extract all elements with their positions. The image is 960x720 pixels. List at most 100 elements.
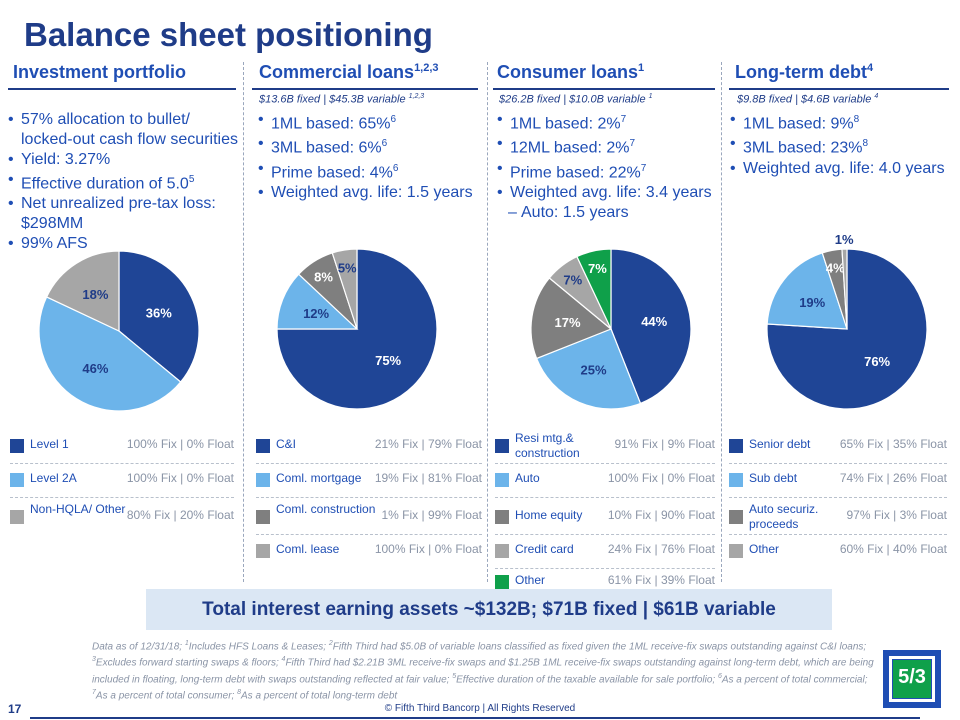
bullet-item: Weighted avg. life: 4.0 years <box>730 159 952 179</box>
pie-chart: 44% 25% 17% 7% 7% <box>530 248 692 410</box>
pie-chart: 76% 19% 4% 1% <box>766 232 928 410</box>
legend-fix-float: 65% Fix | 35% Float <box>839 437 947 451</box>
legend-item: Other 60% Fix | 40% Float <box>729 537 947 565</box>
pie-chart: 75% 12% 8% 5% <box>276 248 438 410</box>
legend-label: Auto securiz. proceeds <box>749 502 819 531</box>
pie-data-label: 19% <box>799 295 825 310</box>
column-heading: Commercial loans1,2,3 <box>259 62 439 82</box>
pie-data-label: 17% <box>555 315 581 330</box>
page-title: Balance sheet positioning <box>24 16 433 53</box>
pie-data-label: 5% <box>338 260 357 275</box>
pie-data-label: 7% <box>588 261 607 276</box>
bullet-item: 1ML based: 9%8 <box>730 110 952 134</box>
legend-label: Coml. mortgage <box>276 471 362 485</box>
pie-slice <box>530 277 613 360</box>
legend-item: Auto 100% Fix | 0% Float <box>495 466 715 498</box>
legend-swatch <box>495 510 509 524</box>
column-subheading: $26.2B fixed | $10.0B variable 1 <box>499 93 653 106</box>
pie-slice <box>118 250 200 383</box>
bullet-item: 1ML based: 2%7 <box>497 110 721 134</box>
pie-slice <box>610 248 692 405</box>
pie-data-label: 4% <box>826 261 845 276</box>
page-number: 17 <box>8 702 22 716</box>
legend-item: Sub debt 74% Fix | 26% Float <box>729 466 947 498</box>
legend-swatch <box>729 439 743 453</box>
bullet-list: 1ML based: 2%712ML based: 2%7Prime based… <box>497 110 721 223</box>
legend-item: Non-HQLA/ Other 80% Fix | 20% Float <box>10 502 234 531</box>
pie-slice <box>766 252 848 330</box>
legend-item: C&I 21% Fix | 79% Float <box>256 432 482 464</box>
legend-item: Other 61% Fix | 39% Float <box>495 568 715 596</box>
legend-label: Other <box>515 573 546 587</box>
pie-data-label: 75% <box>375 353 401 368</box>
pie-slice <box>38 296 182 412</box>
legend-label: Coml. construction <box>276 502 376 516</box>
legend-fix-float: 74% Fix | 26% Float <box>839 471 947 485</box>
legend-swatch <box>729 473 743 487</box>
pie-data-label: 7% <box>563 273 582 288</box>
legend-label: Home equity <box>515 508 583 522</box>
pie-data-label: 44% <box>641 314 667 329</box>
legend-fix-float: 1% Fix | 99% Float <box>381 508 483 522</box>
column-divider <box>721 62 722 582</box>
legend-label: Coml. lease <box>276 542 340 556</box>
legend-label: Senior debt <box>749 437 811 451</box>
legend-swatch <box>495 575 509 589</box>
column-heading: Investment portfolio <box>13 62 187 82</box>
bullet-item: Yield: 3.27% <box>8 150 243 170</box>
bullet-item: 3ML based: 6%6 <box>258 134 488 158</box>
pie-data-label: 1% <box>835 232 854 247</box>
legend-swatch <box>10 510 24 524</box>
pie-slice <box>276 273 359 330</box>
legend-label: Auto <box>515 471 540 485</box>
legend-label: Level 1 <box>30 437 69 451</box>
legend-fix-float: 100% Fix | 0% Float <box>126 437 234 451</box>
legend-fix-float: 21% Fix | 79% Float <box>374 437 482 451</box>
pie-slice <box>576 248 612 330</box>
heading-rule <box>252 88 478 90</box>
pie-chart: 36% 46% 18% <box>38 250 200 412</box>
legend-item: Auto securiz. proceeds 97% Fix | 3% Float <box>729 502 948 535</box>
legend-swatch <box>256 473 270 487</box>
legend-fix-float: 80% Fix | 20% Float <box>126 508 234 522</box>
legend-fix-float: 19% Fix | 81% Float <box>374 471 482 485</box>
legend-fix-float: 100% Fix | 0% Float <box>607 471 715 485</box>
pie-data-label: 46% <box>82 361 108 376</box>
legend-swatch <box>729 510 743 524</box>
legend-swatch <box>729 544 743 558</box>
legend-swatch <box>495 473 509 487</box>
bullet-item: Effective duration of 5.05 <box>8 170 243 194</box>
footnotes: Data as of 12/31/18; 1Includes HFS Loans… <box>92 640 874 702</box>
legend-fix-float: 100% Fix | 0% Float <box>374 542 482 556</box>
bullet-item: Weighted avg. life: 1.5 years <box>258 183 488 203</box>
bullet-item: 3ML based: 23%8 <box>730 134 952 158</box>
pie-data-label: 18% <box>82 287 108 302</box>
legend-item: Resi mtg.& construction 91% Fix | 9% Floa… <box>495 431 715 464</box>
legend-label: Non-HQLA/ Other <box>30 502 126 516</box>
bullet-item: 1ML based: 65%6 <box>258 110 488 134</box>
legend-item: Level 1 100% Fix | 0% Float <box>10 432 234 464</box>
fifth-third-logo: 5/3 <box>883 650 941 708</box>
column-divider <box>243 62 244 582</box>
legend-item: Home equity 10% Fix | 90% Float <box>495 503 715 535</box>
legend-label: Credit card <box>515 542 574 556</box>
legend-item: Coml. lease 100% Fix | 0% Float <box>256 537 482 565</box>
bullet-item: 99% AFS <box>8 234 243 254</box>
legend-swatch <box>10 473 24 487</box>
legend-fix-float: 60% Fix | 40% Float <box>839 542 947 556</box>
legend-fix-float: 97% Fix | 3% Float <box>846 508 948 522</box>
legend-swatch <box>256 544 270 558</box>
pie-slice <box>331 248 358 330</box>
legend-label: Other <box>749 542 780 556</box>
pie-data-label: 25% <box>581 362 607 377</box>
column-heading: Consumer loans1 <box>497 62 645 82</box>
legend-fix-float: 100% Fix | 0% Float <box>126 471 234 485</box>
copyright: © Fifth Third Bancorp | All Rights Reser… <box>384 703 576 714</box>
legend-label: Level 2A <box>30 471 77 485</box>
bottom-rule <box>30 717 920 719</box>
legend-item: Senior debt 65% Fix | 35% Float <box>729 432 947 464</box>
bullet-list: 1ML based: 65%63ML based: 6%6Prime based… <box>258 110 488 203</box>
bullet-item: 12ML based: 2%7 <box>497 134 721 158</box>
bullet-item: Prime based: 22%7 <box>497 159 721 183</box>
heading-rule <box>493 88 715 90</box>
